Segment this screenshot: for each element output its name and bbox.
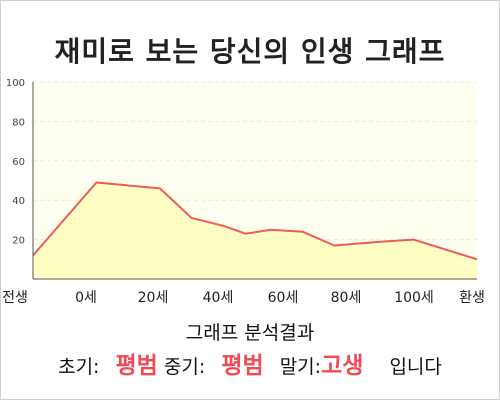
x-tick-label: 60세 bbox=[268, 290, 299, 306]
y-tick-label: 100 bbox=[6, 78, 25, 89]
series-line bbox=[32, 181, 478, 261]
early-label: 초기: bbox=[58, 356, 100, 378]
x-tick-label: 80세 bbox=[331, 290, 362, 306]
y-tick-label: 80 bbox=[12, 117, 25, 128]
x-tick-label: 100세 bbox=[394, 290, 434, 306]
late-value: 고생 bbox=[321, 353, 364, 379]
y-tick-label: 40 bbox=[12, 196, 25, 207]
page-title: 재미로 보는 당신의 인생 그래프 bbox=[54, 35, 446, 68]
x-tick-label: 전생 bbox=[2, 290, 28, 306]
early-value: 평범 bbox=[115, 353, 158, 379]
y-tick-label: 20 bbox=[12, 236, 25, 247]
area-fill bbox=[33, 182, 477, 279]
analysis-result: 초기: 평범 중기: 평범 말기:고생 입니다 bbox=[0, 346, 500, 380]
analysis-title: 그래프 분석결과 bbox=[185, 322, 315, 344]
result-suffix: 입니다 bbox=[389, 356, 442, 378]
y-tick-label: 60 bbox=[12, 157, 25, 168]
x-tick-label: 40세 bbox=[203, 290, 234, 306]
middle-value: 평범 bbox=[221, 353, 264, 379]
x-tick-label: 0세 bbox=[75, 290, 97, 306]
x-tick-label: 환생 bbox=[459, 290, 485, 306]
middle-label: 중기: bbox=[163, 356, 206, 378]
late-label: 말기: bbox=[279, 356, 322, 378]
x-tick-label: 20세 bbox=[138, 290, 169, 306]
